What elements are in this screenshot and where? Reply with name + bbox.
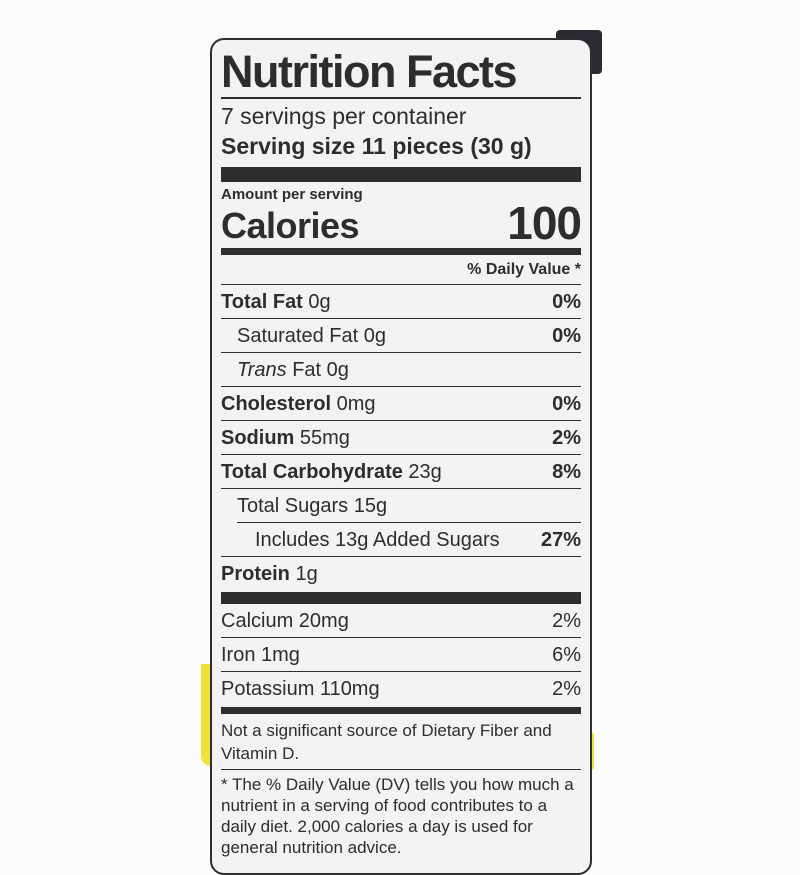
daily-value-header: % Daily Value * bbox=[467, 261, 581, 279]
mineral-row-potassium: Potassium 110mg 2% bbox=[221, 671, 581, 705]
mineral-rows: Calcium 20mg 2% Iron 1mg 6% Potassium 11… bbox=[221, 604, 581, 705]
nutrient-name: Protein bbox=[221, 563, 290, 586]
mineral-name: Calcium 20mg bbox=[221, 610, 349, 633]
mineral-dv: 6% bbox=[552, 644, 581, 667]
nutrient-row-cholesterol: Cholesterol 0mg 0% bbox=[221, 386, 581, 420]
nutrient-dv: 0% bbox=[552, 325, 581, 348]
nutrient-amount: 0mg bbox=[331, 393, 376, 416]
serving-size: Serving size 11 pieces (30 g) bbox=[221, 133, 532, 159]
nutrient-name: Sodium bbox=[221, 427, 295, 450]
nutrient-row-total-carbohydrate: Total Carbohydrate 23g 8% bbox=[221, 454, 581, 488]
mineral-row-iron: Iron 1mg 6% bbox=[221, 637, 581, 671]
amount-per-serving-label: Amount per serving bbox=[221, 185, 363, 203]
nutrient-amount: 1g bbox=[289, 563, 318, 586]
nutrient-row-sodium: Sodium 55mg 2% bbox=[221, 420, 581, 454]
nutrient-amount: 0g bbox=[302, 291, 331, 314]
nutrient-row-added-sugars: Includes 13g Added Sugars 27% bbox=[237, 522, 581, 556]
nutrient-rows: Total Fat 0g 0% Saturated Fat 0g 0% Tran… bbox=[221, 284, 581, 590]
mineral-row-calcium: Calcium 20mg 2% bbox=[221, 604, 581, 637]
nutrition-facts-label: Nutrition Facts 7 servings per container… bbox=[210, 38, 592, 875]
nutrient-dv: 27% bbox=[540, 529, 581, 552]
mineral-name: Iron 1mg bbox=[221, 644, 300, 667]
nutrient-name: Cholesterol bbox=[221, 393, 332, 416]
nutrient-row-trans-fat: Trans Fat 0g bbox=[221, 352, 581, 386]
nutrient-amount: Saturated Fat 0g bbox=[237, 325, 386, 348]
nutrient-row-saturated-fat: Saturated Fat 0g 0% bbox=[221, 318, 581, 352]
nutrient-amount: Includes 13g Added Sugars bbox=[255, 529, 500, 552]
nutrient-dv: 0% bbox=[552, 291, 581, 314]
nutrient-name: Total Fat bbox=[221, 291, 303, 314]
photo-background: Nutrition Facts 7 servings per container… bbox=[201, 30, 602, 875]
thick-divider-top bbox=[221, 166, 581, 182]
mineral-name: Potassium 110mg bbox=[221, 678, 380, 701]
calories-row: Calories 100 bbox=[221, 196, 582, 249]
nutrient-dv: 2% bbox=[552, 427, 581, 450]
nutrient-row-total-fat: Total Fat 0g 0% bbox=[221, 284, 581, 318]
not-significant-note: Not a significant source of Dietary Fibe… bbox=[221, 721, 552, 763]
nutrient-dv: 8% bbox=[552, 461, 581, 484]
mineral-dv: 2% bbox=[552, 610, 581, 633]
calories-value: 100 bbox=[507, 196, 582, 249]
nutrient-name: Total Carbohydrate bbox=[221, 461, 403, 484]
nutrient-amount: 55mg bbox=[294, 427, 350, 450]
nutrient-row-protein: Protein 1g bbox=[221, 556, 581, 590]
mineral-dv: 2% bbox=[552, 678, 581, 701]
medium-divider-calories bbox=[221, 248, 581, 256]
nutrient-name: Trans bbox=[237, 359, 287, 382]
nutrient-amount: Total Sugars 15g bbox=[237, 495, 388, 518]
nutrient-amount: Fat 0g bbox=[286, 359, 349, 382]
daily-value-footnote: * The % Daily Value (DV) tells you how m… bbox=[221, 768, 581, 861]
servings-per-container: 7 servings per container bbox=[221, 103, 467, 130]
medium-divider-footer bbox=[221, 707, 581, 715]
nutrient-amount: 23g bbox=[402, 461, 442, 484]
calories-label: Calories bbox=[221, 204, 360, 246]
nutrient-row-total-sugars: Total Sugars 15g bbox=[221, 488, 581, 522]
nutrient-dv: 0% bbox=[552, 393, 581, 416]
label-title: Nutrition Facts bbox=[221, 48, 581, 100]
thick-divider-minerals bbox=[221, 592, 581, 605]
